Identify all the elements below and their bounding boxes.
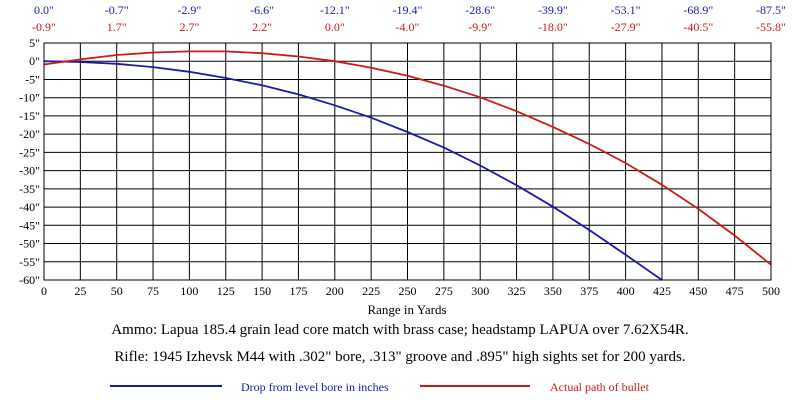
x-tick-label: 25 [74, 284, 86, 298]
ammo-caption: Ammo: Lapua 185.4 grain lead core match … [111, 322, 689, 338]
top-value-labels: 0.0" -0.9" -0.7" 1.7" -2.9" 2.7" -6.6" 2.2" -12.… [32, 3, 786, 34]
legend: Drop from level bore in inches Actual pat… [110, 380, 650, 394]
path-value-label: -9.9" [468, 20, 492, 34]
y-tick-label: -20" [19, 127, 40, 141]
path-value-label: -27.9" [611, 20, 641, 34]
y-tick-label: -25" [19, 145, 40, 159]
plot-frame [43, 42, 772, 281]
x-tick-label: 300 [471, 284, 489, 298]
drop-value-label: -19.4" [393, 3, 423, 17]
grid-lines [43, 42, 772, 281]
x-axis-label: Range in Yards [367, 302, 446, 317]
y-tick-labels: 5" 0" -5" -10" -15" -20" -25" -30" -35" -40" -45" -… [19, 36, 40, 287]
drop-value-label: -53.1" [611, 3, 641, 17]
x-tick-label: 200 [326, 284, 344, 298]
path-value-label: 0.0" [325, 20, 345, 34]
rifle-caption: Rifle: 1945 Izhevsk M44 with .302" bore,… [114, 349, 686, 365]
y-tick-label: 0" [29, 54, 40, 68]
x-tick-label: 375 [580, 284, 598, 298]
y-tick-label: -35" [19, 182, 40, 196]
drop-value-label: -68.9" [683, 3, 713, 17]
x-tick-label: 275 [435, 284, 453, 298]
drop-value-label: 0.0" [34, 3, 54, 17]
x-tick-label: 450 [689, 284, 707, 298]
x-tick-label: 325 [508, 284, 526, 298]
path-value-label: 1.7" [107, 20, 127, 34]
y-tick-label: -5" [25, 72, 40, 86]
x-tick-label: 150 [253, 284, 271, 298]
series-line [43, 60, 663, 281]
drop-value-label: -87.5" [756, 3, 786, 17]
y-tick-label: -55" [19, 255, 40, 269]
y-tick-label: -60" [19, 273, 40, 287]
path-value-label: -0.9" [32, 20, 56, 34]
x-tick-label: 50 [111, 284, 123, 298]
drop-value-label: -2.9" [177, 3, 201, 17]
y-tick-label: -30" [19, 164, 40, 178]
x-tick-label: 425 [653, 284, 671, 298]
path-value-label: -18.0" [538, 20, 568, 34]
y-tick-label: 5" [29, 36, 40, 50]
path-value-label: 2.2" [252, 20, 272, 34]
drop-value-label: -12.1" [320, 3, 350, 17]
path-value-label: 2.7" [179, 20, 199, 34]
x-tick-label: 475 [726, 284, 744, 298]
path-value-label: -4.0" [396, 20, 420, 34]
x-tick-label: 350 [544, 284, 562, 298]
legend-label: Actual path of bullet [550, 380, 650, 394]
drop-value-label: -0.7" [105, 3, 129, 17]
series-line [43, 50, 772, 266]
drop-value-label: -28.6" [465, 3, 495, 17]
drop-value-label: -39.9" [538, 3, 568, 17]
y-tick-label: -15" [19, 109, 40, 123]
y-tick-label: -50" [19, 237, 40, 251]
plot-border [43, 42, 772, 281]
x-tick-label: 100 [180, 284, 198, 298]
drop-value-label: -6.6" [250, 3, 274, 17]
x-tick-labels: 0 25 50 75 100 125 150 175 200 225 250 275 300 325 350… [41, 284, 780, 298]
x-tick-label: 250 [399, 284, 417, 298]
legend-label: Drop from level bore in inches [241, 380, 389, 394]
x-tick-label: 125 [217, 284, 235, 298]
x-tick-label: 225 [362, 284, 380, 298]
path-value-label: -40.5" [683, 20, 713, 34]
x-tick-label: 0 [41, 284, 47, 298]
x-tick-label: 500 [762, 284, 780, 298]
y-tick-label: -40" [19, 200, 40, 214]
x-tick-label: 75 [147, 284, 159, 298]
series-lines [43, 50, 772, 281]
x-tick-label: 175 [289, 284, 307, 298]
x-tick-label: 400 [617, 284, 635, 298]
path-value-label: -55.8" [756, 20, 786, 34]
y-tick-label: -45" [19, 218, 40, 232]
y-tick-label: -10" [19, 91, 40, 105]
